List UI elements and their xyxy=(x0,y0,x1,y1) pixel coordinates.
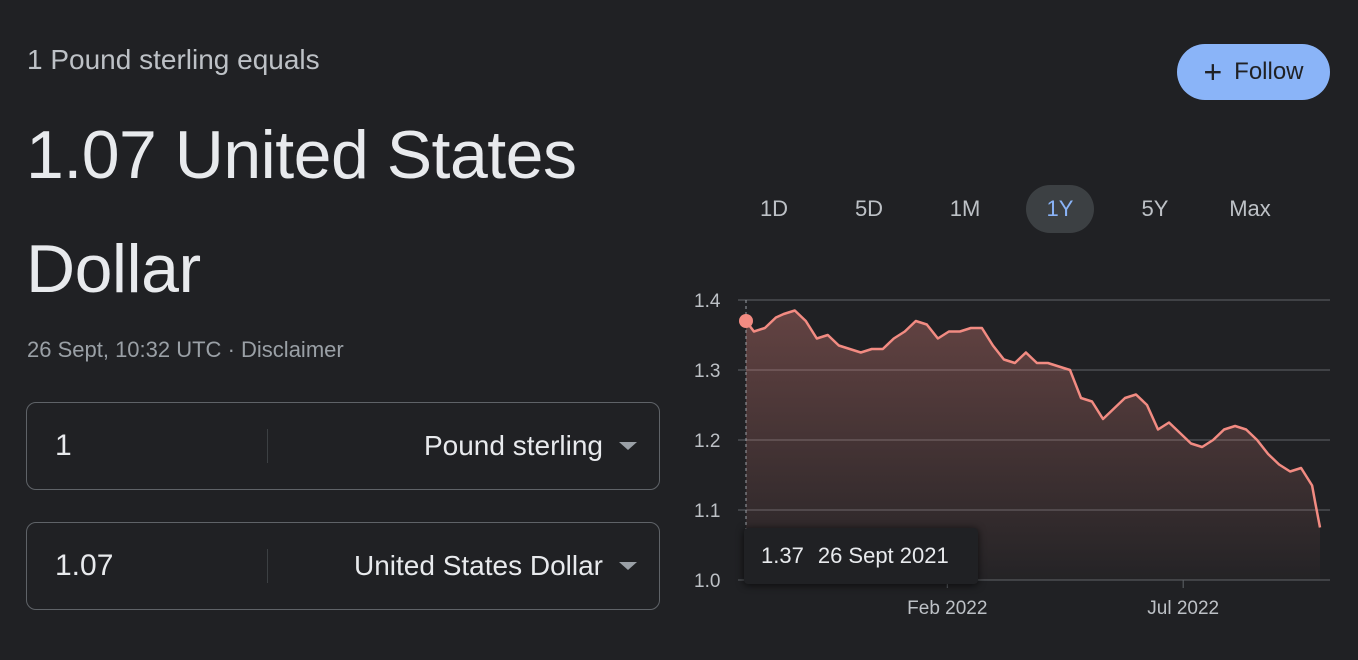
timestamp-line: 26 Sept, 10:32 UTC · Disclaimer xyxy=(27,337,344,363)
timestamp: 26 Sept, 10:32 UTC xyxy=(27,337,222,362)
y-tick-label: 1.4 xyxy=(694,291,721,312)
tab-5d[interactable]: 5D xyxy=(854,196,884,221)
series-line xyxy=(745,309,1322,528)
y-tick-label: 1.2 xyxy=(694,431,720,452)
from-amount-input[interactable] xyxy=(27,403,267,489)
tab-1d[interactable]: 1D xyxy=(759,196,789,221)
to-currency-row: United States Dollar xyxy=(26,522,660,610)
follow-label: Follow xyxy=(1234,58,1304,85)
tab-1y[interactable]: 1Y xyxy=(1026,185,1094,233)
exchange-rate-chart[interactable]: 1.4 1.3 1.2 1.1 1.0 Feb 2022 Jul 2022 xyxy=(680,280,1340,630)
conversion-subtitle: 1 Pound sterling equals xyxy=(27,44,320,75)
y-tick-label: 1.0 xyxy=(694,571,720,592)
disclaimer-link[interactable]: Disclaimer xyxy=(241,337,344,362)
tab-5y[interactable]: 5Y xyxy=(1141,196,1169,221)
chevron-down-icon xyxy=(619,442,637,450)
series-area xyxy=(746,310,1320,580)
from-currency-label: Pound sterling xyxy=(423,430,603,461)
to-currency-select[interactable]: United States Dollar xyxy=(268,523,659,609)
time-range-tabs: 1D 5D 1M 1Y 5Y Max xyxy=(740,185,1330,233)
y-tick-label: 1.1 xyxy=(694,501,720,522)
tooltip-date: 26 Sept 2021 xyxy=(817,543,949,568)
chevron-down-icon xyxy=(619,562,637,570)
x-tick-label: Jul 2022 xyxy=(1147,598,1219,619)
converted-value-heading: 1.07 United States Dollar xyxy=(26,117,577,307)
chart-tooltip: 1.37 26 Sept 2021 xyxy=(744,528,978,584)
follow-button[interactable]: + Follow xyxy=(1177,44,1330,100)
from-currency-row: Pound sterling xyxy=(26,402,660,490)
plus-icon: + xyxy=(1203,54,1223,90)
tab-1m[interactable]: 1M xyxy=(949,196,981,221)
hover-point xyxy=(739,314,753,328)
to-amount-input[interactable] xyxy=(27,523,267,609)
to-currency-label: United States Dollar xyxy=(353,550,603,581)
tooltip-value: 1.37 xyxy=(761,543,804,568)
y-tick-label: 1.3 xyxy=(694,361,720,382)
divider xyxy=(267,549,268,583)
tab-max[interactable]: Max xyxy=(1229,196,1271,221)
separator-dot: · xyxy=(227,337,235,362)
divider xyxy=(267,429,268,463)
from-currency-select[interactable]: Pound sterling xyxy=(268,403,659,489)
x-tick-label: Feb 2022 xyxy=(907,598,987,619)
